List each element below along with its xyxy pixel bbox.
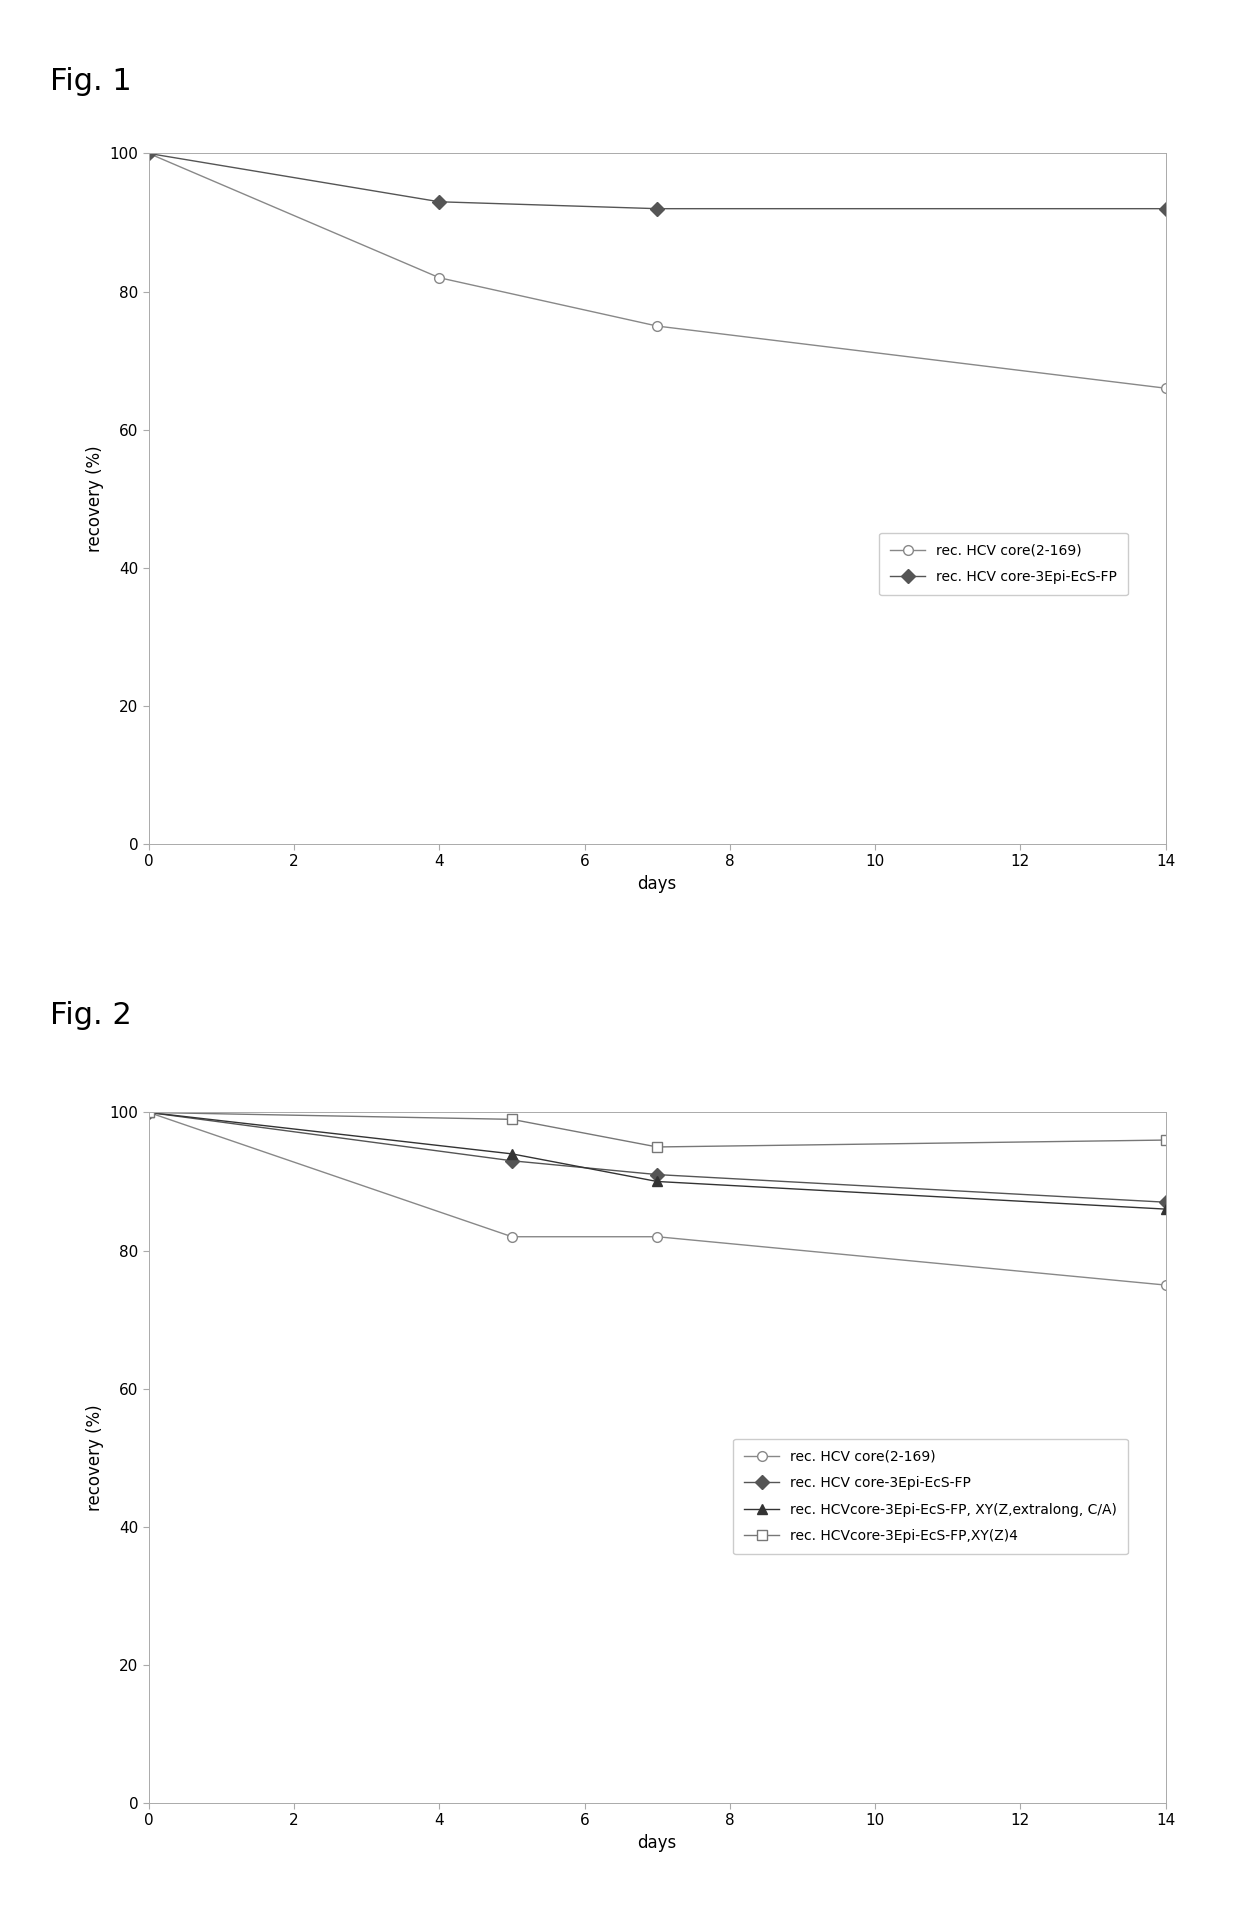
rec. HCV core-3Epi-EcS-FP <box>1158 198 1173 221</box>
X-axis label: days: days <box>637 875 677 894</box>
Line: rec. HCVcore-3Epi-EcS-FP, XY(Z,extralong, C/A): rec. HCVcore-3Epi-EcS-FP, XY(Z,extralong… <box>144 1107 1171 1214</box>
Y-axis label: recovery (%): recovery (%) <box>86 445 104 552</box>
rec. HCV core(2-169) <box>505 1226 520 1249</box>
rec. HCV core(2-169) <box>141 1101 156 1124</box>
rec. HCV core-3Epi-EcS-FP <box>650 1162 665 1185</box>
rec. HCV core-3Epi-EcS-FP <box>432 190 446 213</box>
rec. HCV core(2-169) <box>432 267 446 290</box>
rec. HCV core(2-169) <box>1158 376 1173 399</box>
rec. HCV core(2-169) <box>141 142 156 165</box>
Legend: rec. HCV core(2-169), rec. HCV core-3Epi-EcS-FP: rec. HCV core(2-169), rec. HCV core-3Epi… <box>879 533 1128 595</box>
Text: Fig. 2: Fig. 2 <box>50 1001 131 1030</box>
rec. HCVcore-3Epi-EcS-FP, XY(Z,extralong, C/A) <box>141 1101 156 1124</box>
rec. HCV core-3Epi-EcS-FP <box>141 1101 156 1124</box>
rec. HCV core(2-169) <box>650 1226 665 1249</box>
rec. HCVcore-3Epi-EcS-FP,XY(Z)4 <box>650 1135 665 1158</box>
rec. HCV core(2-169) <box>1158 1274 1173 1297</box>
rec. HCVcore-3Epi-EcS-FP,XY(Z)4 <box>1158 1128 1173 1151</box>
Line: rec. HCV core(2-169): rec. HCV core(2-169) <box>144 1107 1171 1291</box>
rec. HCVcore-3Epi-EcS-FP, XY(Z,extralong, C/A) <box>1158 1197 1173 1220</box>
rec. HCV core(2-169) <box>650 315 665 338</box>
Text: Fig. 1: Fig. 1 <box>50 67 131 96</box>
rec. HCV core-3Epi-EcS-FP <box>505 1149 520 1172</box>
Legend: rec. HCV core(2-169), rec. HCV core-3Epi-EcS-FP, rec. HCVcore-3Epi-EcS-FP, XY(Z,: rec. HCV core(2-169), rec. HCV core-3Epi… <box>733 1438 1128 1554</box>
Y-axis label: recovery (%): recovery (%) <box>86 1404 104 1511</box>
rec. HCVcore-3Epi-EcS-FP, XY(Z,extralong, C/A) <box>505 1143 520 1166</box>
rec. HCV core-3Epi-EcS-FP <box>141 142 156 165</box>
rec. HCV core-3Epi-EcS-FP <box>1158 1191 1173 1214</box>
Line: rec. HCVcore-3Epi-EcS-FP,XY(Z)4: rec. HCVcore-3Epi-EcS-FP,XY(Z)4 <box>144 1107 1171 1153</box>
rec. HCV core-3Epi-EcS-FP <box>650 198 665 221</box>
rec. HCVcore-3Epi-EcS-FP,XY(Z)4 <box>141 1101 156 1124</box>
Line: rec. HCV core-3Epi-EcS-FP: rec. HCV core-3Epi-EcS-FP <box>144 1107 1171 1206</box>
Line: rec. HCV core(2-169): rec. HCV core(2-169) <box>144 148 1171 393</box>
rec. HCVcore-3Epi-EcS-FP,XY(Z)4 <box>505 1109 520 1132</box>
rec. HCVcore-3Epi-EcS-FP, XY(Z,extralong, C/A) <box>650 1170 665 1193</box>
Line: rec. HCV core-3Epi-EcS-FP: rec. HCV core-3Epi-EcS-FP <box>144 148 1171 213</box>
X-axis label: days: days <box>637 1834 677 1853</box>
